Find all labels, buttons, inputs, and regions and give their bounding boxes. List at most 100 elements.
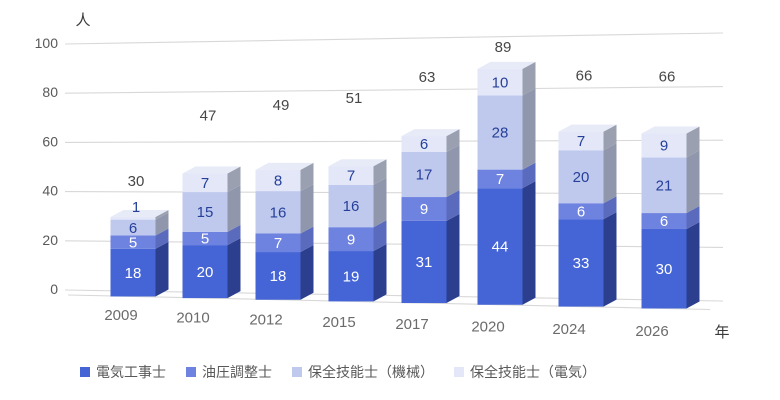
chart-legend: 電気工事士 油圧調整士 保全技能士（機械） 保全技能士（電気） (80, 362, 596, 382)
bar-segment-side (155, 212, 169, 236)
bar-total-label: 30 (128, 173, 145, 190)
bar-total-label: 89 (495, 39, 512, 56)
bar-segment (558, 131, 604, 151)
legend-item-2: 保全技能士（機械） (292, 362, 434, 382)
bar-segment-label: 31 (416, 254, 433, 271)
bar-segment-label: 15 (197, 204, 214, 221)
x-category-label: 2017 (395, 316, 428, 333)
y-tick-label: 100 (35, 35, 59, 51)
bar-segment (255, 233, 301, 253)
bar-top-face (328, 159, 387, 167)
bar-segment-label: 21 (656, 177, 673, 194)
bar-segment-label: 7 (347, 168, 355, 185)
bar-segment-label: 17 (416, 167, 433, 184)
bar-top-face (255, 162, 314, 170)
bar-segment-side (522, 181, 536, 305)
bar-segment-label: 16 (343, 198, 360, 215)
bar-top-face (641, 126, 700, 134)
bar-segment-label: 20 (197, 264, 214, 281)
x-category-label: 2010 (176, 309, 209, 326)
bar-2024: 33 6 20 7 66 2024 (552, 68, 617, 338)
bar-segment (255, 252, 301, 300)
x-axis-unit-label: 年 (714, 324, 729, 341)
bar-segment-side (522, 61, 536, 96)
bar-2017: 31 9 17 6 63 2017 (395, 69, 460, 333)
bar-segment (641, 228, 687, 309)
bar-segment-side (603, 143, 617, 204)
bar-2010: 20 5 15 7 47 2010 (176, 108, 241, 326)
y-tick-label: 20 (42, 232, 58, 248)
bar-segment (641, 157, 687, 214)
bar-segment-side (446, 213, 460, 304)
x-category-label: 2009 (104, 307, 137, 324)
legend-item-label: 油圧調整士 (202, 364, 272, 380)
bar-total-label: 66 (576, 68, 593, 85)
bar-segment (110, 235, 156, 249)
bar-segment-label: 9 (660, 138, 668, 155)
x-category-label: 2015 (322, 314, 355, 331)
bar-segment-label: 6 (420, 136, 428, 153)
bar-segment-side (300, 245, 314, 300)
bar-segment-side (686, 126, 700, 158)
bar-total-label: 66 (659, 69, 676, 86)
bar-segment-side (300, 184, 314, 234)
bar-top-face (558, 124, 617, 132)
bar-segment-label: 28 (492, 125, 509, 142)
bar-segment (401, 136, 447, 152)
bar-segment-side (603, 124, 617, 151)
bar-segment-label: 7 (274, 235, 282, 252)
y-tick-label: 60 (42, 133, 58, 149)
bar-segment (477, 95, 523, 170)
legend-color-swatch-icon (186, 367, 196, 377)
y-tick-label: 40 (42, 183, 58, 199)
legend-color-swatch-icon (80, 367, 90, 377)
bar-top-face (401, 129, 460, 137)
bar-segment (641, 133, 687, 158)
stacked-bar-chart-3d: 020406080100人年18561302009205157472010187… (35, 12, 730, 341)
bar-segment-label: 6 (660, 213, 668, 230)
bar-total-label: 49 (273, 97, 290, 114)
bar-segment-side (603, 196, 617, 220)
legend-item-label: 保全技能士（電気） (470, 364, 596, 380)
bar-segment-label: 6 (577, 203, 585, 220)
bar-segment-side (686, 206, 700, 229)
bar-segment (401, 220, 447, 304)
bar-top-face (182, 166, 241, 174)
bar-segment-side (227, 185, 241, 232)
bar-segment-side (227, 238, 241, 299)
legend-item-0: 電気工事士 (80, 362, 166, 382)
bar-segment (182, 173, 228, 193)
bar-segment (110, 248, 156, 297)
bar-segment-side (227, 224, 241, 246)
bar-2012: 18 7 16 8 49 2012 (249, 97, 314, 329)
legend-item-1: 油圧調整士 (186, 362, 272, 382)
bar-segment-side (227, 166, 241, 193)
bar-segment-side (155, 209, 169, 220)
bar-segment-side (300, 226, 314, 253)
bar-segment-side (155, 241, 169, 297)
x-category-label: 2020 (471, 319, 504, 336)
bar-2020: 44 7 28 10 89 2020 (471, 39, 536, 336)
bar-segment-label: 30 (656, 261, 673, 278)
bar-segment-label: 6 (129, 220, 137, 237)
floor-front-edge (67, 294, 711, 311)
legend-item-label: 保全技能士（機械） (308, 364, 434, 380)
bar-segment-side (603, 212, 617, 307)
bar-segment (477, 68, 523, 96)
bar-segment-side (446, 144, 460, 198)
y-tick-label: 80 (42, 84, 58, 100)
x-category-label: 2026 (635, 323, 668, 340)
legend-color-swatch-icon (292, 367, 302, 377)
bar-segment-side (373, 220, 387, 252)
bar-segment-side (686, 150, 700, 214)
bar-total-label: 63 (419, 69, 436, 86)
bar-total-label: 47 (200, 108, 217, 125)
bar-segment (328, 166, 374, 185)
bar-segment (255, 191, 301, 234)
bar-segment-label: 7 (577, 133, 585, 150)
gridline (64, 32, 724, 45)
bar-segment (328, 184, 374, 228)
bar-segment (255, 169, 301, 192)
gridline (64, 139, 724, 143)
